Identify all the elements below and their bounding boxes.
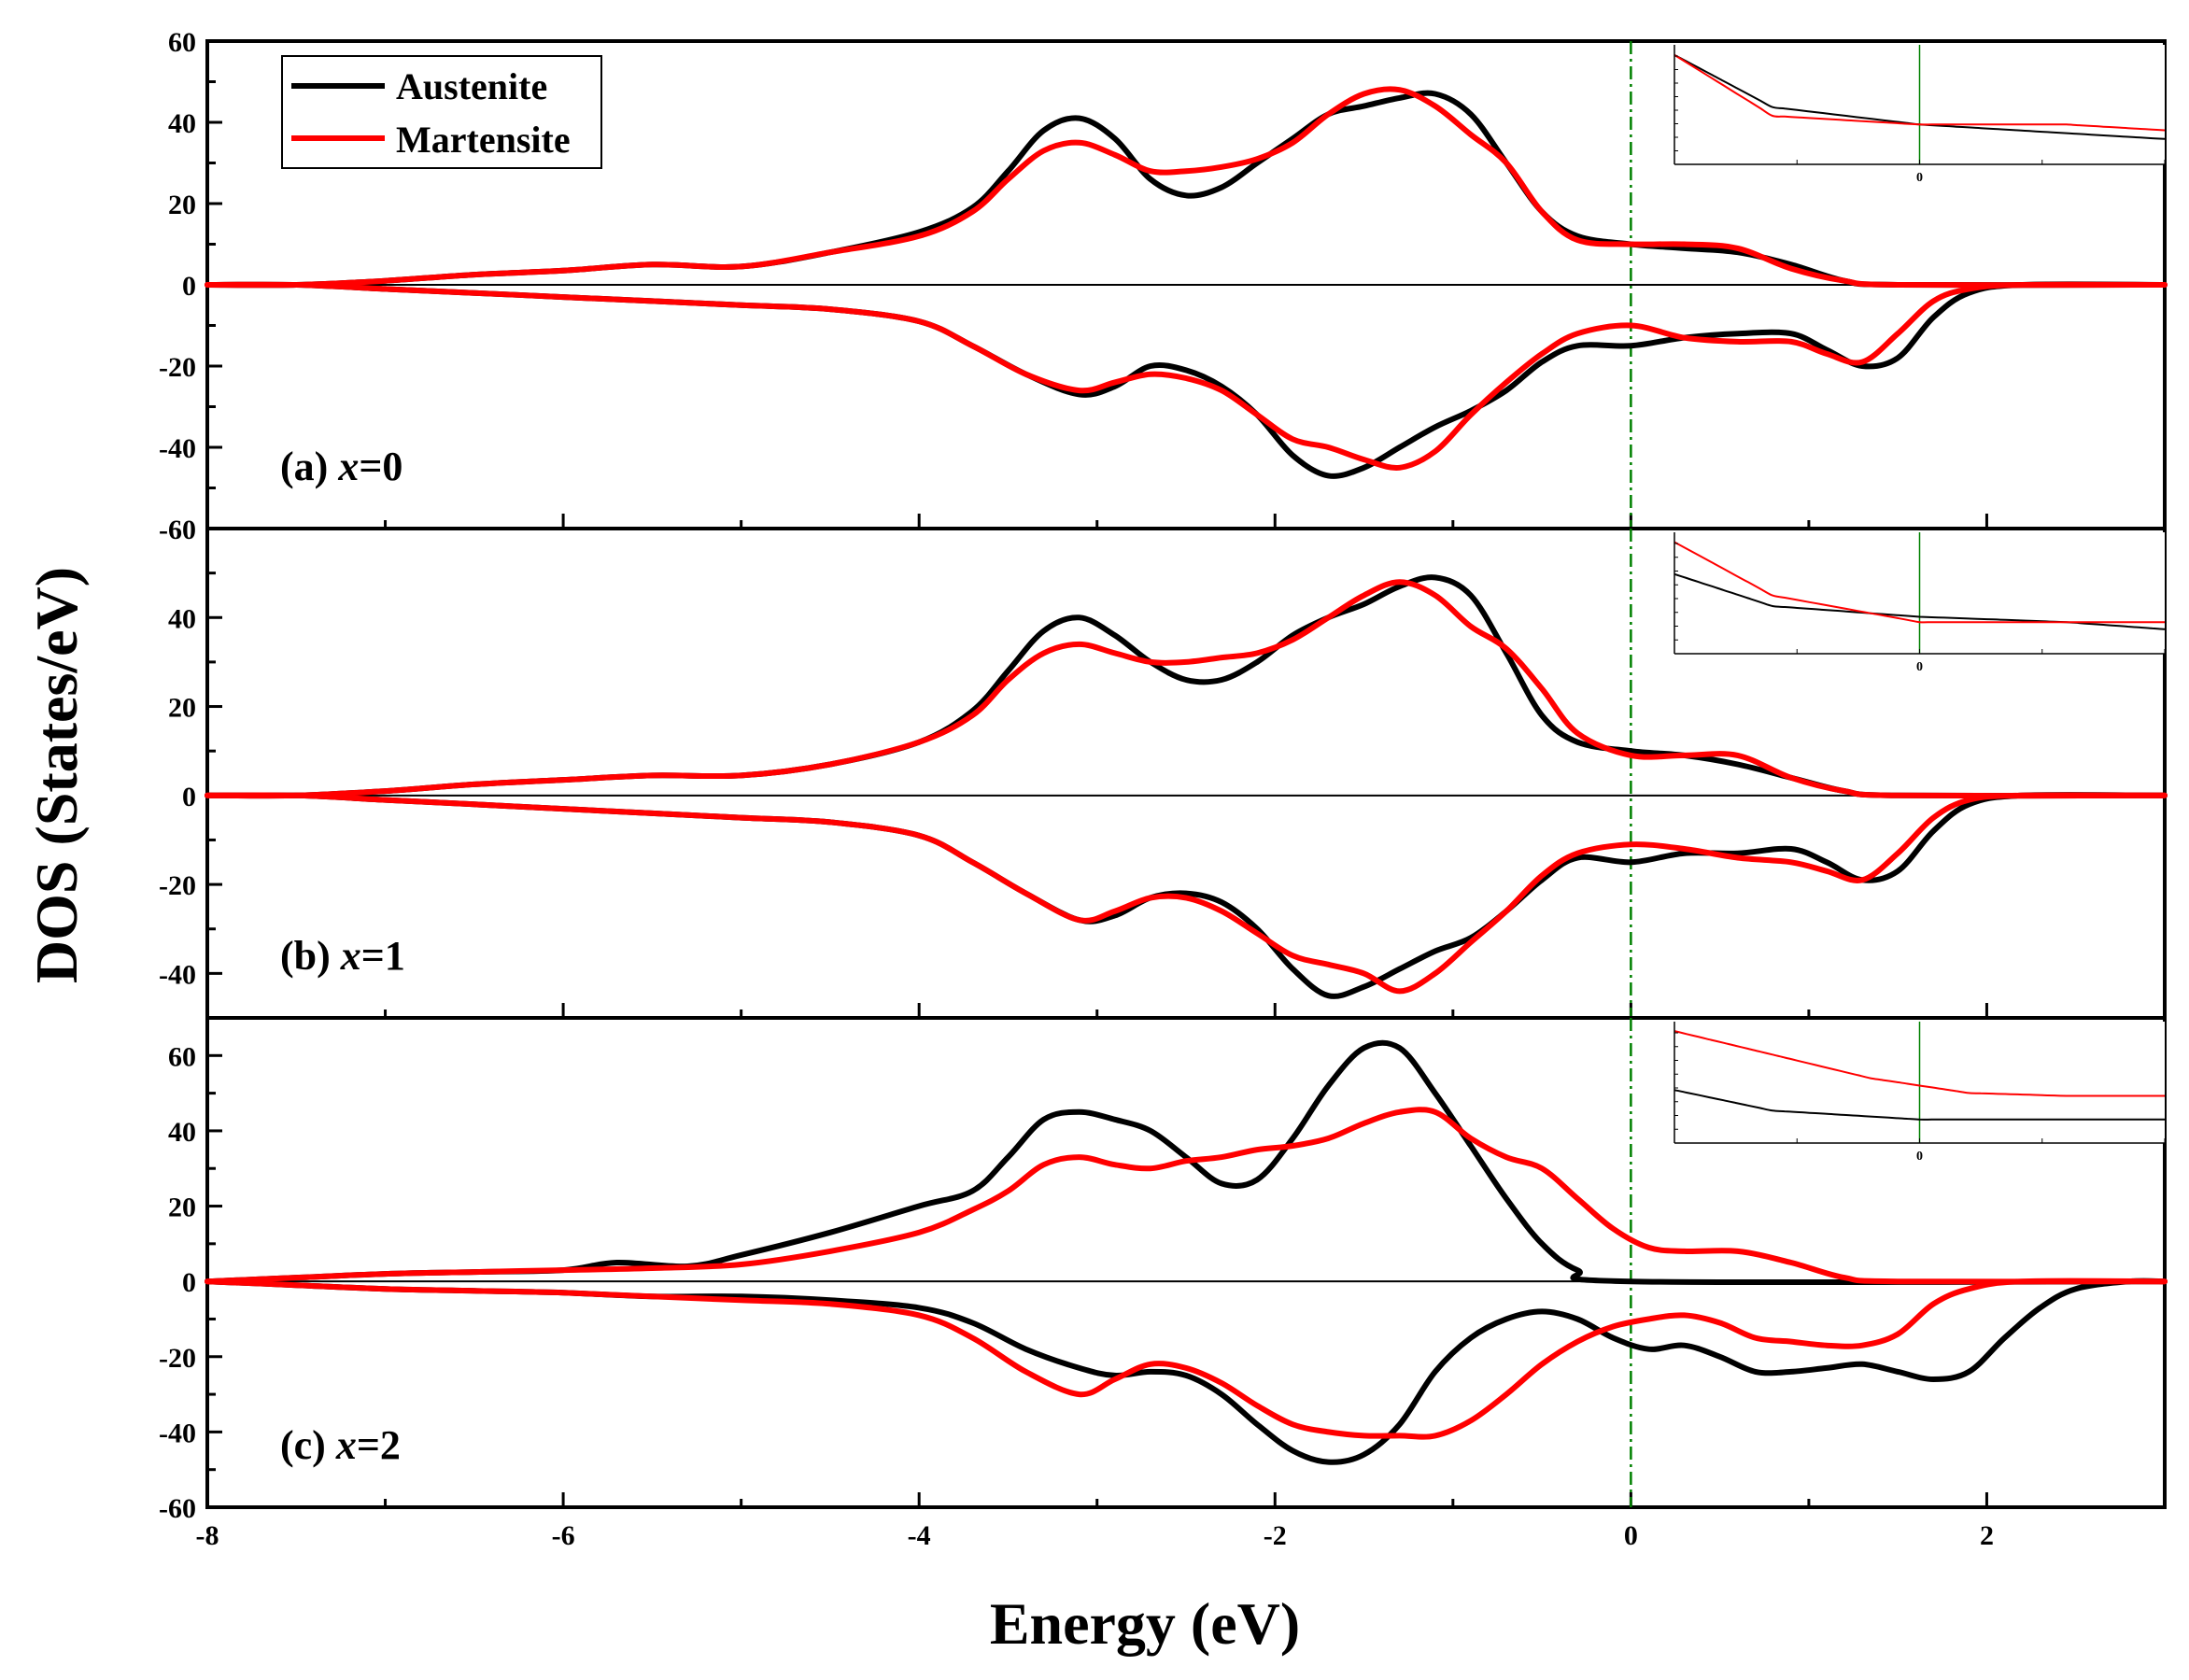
panel-a: -60 -40 -20 0 20 40 60 (a) x=0 0 [159, 27, 2168, 545]
y-tick-label: 0 [182, 782, 196, 812]
panel-label-prefix: (c) [280, 1422, 336, 1468]
y-tick-label: -20 [159, 352, 196, 383]
curve-austenite-spin-down [205, 1278, 2168, 1465]
panel-label-variable: x [340, 933, 361, 979]
plot-frame [205, 1016, 2167, 1509]
panel-label: (b) x=1 [280, 933, 405, 979]
y-tick-label: 0 [182, 271, 196, 302]
y-tick-label: 20 [168, 1193, 196, 1223]
legend-label-martensite: Martensite [396, 119, 571, 161]
x-tick-label: 0 [1624, 1520, 1638, 1551]
y-tick-label: 20 [168, 190, 196, 220]
y-tick-label: 40 [168, 1117, 196, 1148]
panel-label: (c) x=2 [280, 1422, 401, 1468]
x-tick-label: 2 [1980, 1520, 1994, 1551]
inset-curve-martensite [1674, 1030, 2165, 1097]
y-axis-label: DOS (States/eV) [23, 567, 90, 983]
inset-x-tick-label: 0 [1916, 1150, 1923, 1164]
curve-martensite-spin-down [205, 281, 2168, 471]
y-tick-label: 60 [168, 1041, 196, 1072]
inset-b: 0 [1674, 532, 2166, 674]
x-axis-label: Energy (eV) [990, 1590, 1300, 1657]
y-tick-label: 40 [168, 108, 196, 139]
inset-a: 0 [1674, 45, 2166, 185]
curve-austenite-spin-up [205, 1039, 2168, 1286]
x-tick-label: -4 [908, 1520, 931, 1551]
curve-martensite-spin-up [205, 579, 2168, 799]
y-tick-label: -40 [159, 1418, 196, 1448]
curve-martensite-spin-down [205, 792, 2168, 995]
y-tick-label: -40 [159, 959, 196, 990]
inset-curve-martensite [1674, 541, 2165, 624]
inset-curve-austenite [1674, 572, 2165, 630]
inset-x-tick-label: 0 [1916, 660, 1923, 674]
y-tick-label: -40 [159, 433, 196, 464]
panel-label: (a) x=0 [280, 444, 402, 489]
legend: Austenite Martensite [281, 55, 602, 169]
inset-curve-austenite [1674, 1089, 2165, 1121]
inset-x-tick-label: 0 [1916, 171, 1923, 185]
y-tick-label: -20 [159, 870, 196, 901]
inset-c: 0 [1674, 1022, 2166, 1164]
y-tick-label: -20 [159, 1343, 196, 1374]
y-tick-label: 60 [168, 27, 196, 58]
y-tick-label: 20 [168, 693, 196, 724]
legend-label-austenite: Austenite [396, 65, 547, 107]
y-tick-label: -60 [159, 1493, 196, 1524]
panel-label-value: =1 [361, 933, 405, 979]
curve-martensite-spin-down [205, 1278, 2168, 1440]
y-tick-label: 40 [168, 603, 196, 634]
inset-curve-martensite [1674, 54, 2165, 132]
x-tick-label: -2 [1264, 1520, 1287, 1551]
panel-b: -40 -20 0 20 40 (b) x=1 0 [159, 527, 2168, 1020]
panel-label-prefix: (b) [280, 933, 341, 979]
panel-label-variable: x [337, 444, 359, 489]
panel-label-prefix: (a) [280, 444, 338, 489]
panel-label-value: =0 [359, 444, 402, 489]
x-tick-label: -6 [552, 1520, 575, 1551]
panel-label-variable: x [335, 1422, 357, 1468]
panel-label-value: =2 [357, 1422, 401, 1468]
curve-martensite-spin-up [205, 1107, 2168, 1285]
legend-box [281, 55, 602, 169]
x-tick-label: -8 [196, 1520, 219, 1551]
curve-martensite-spin-up [205, 86, 2168, 289]
y-tick-label: 0 [182, 1267, 196, 1298]
y-tick-label: -60 [159, 515, 196, 545]
